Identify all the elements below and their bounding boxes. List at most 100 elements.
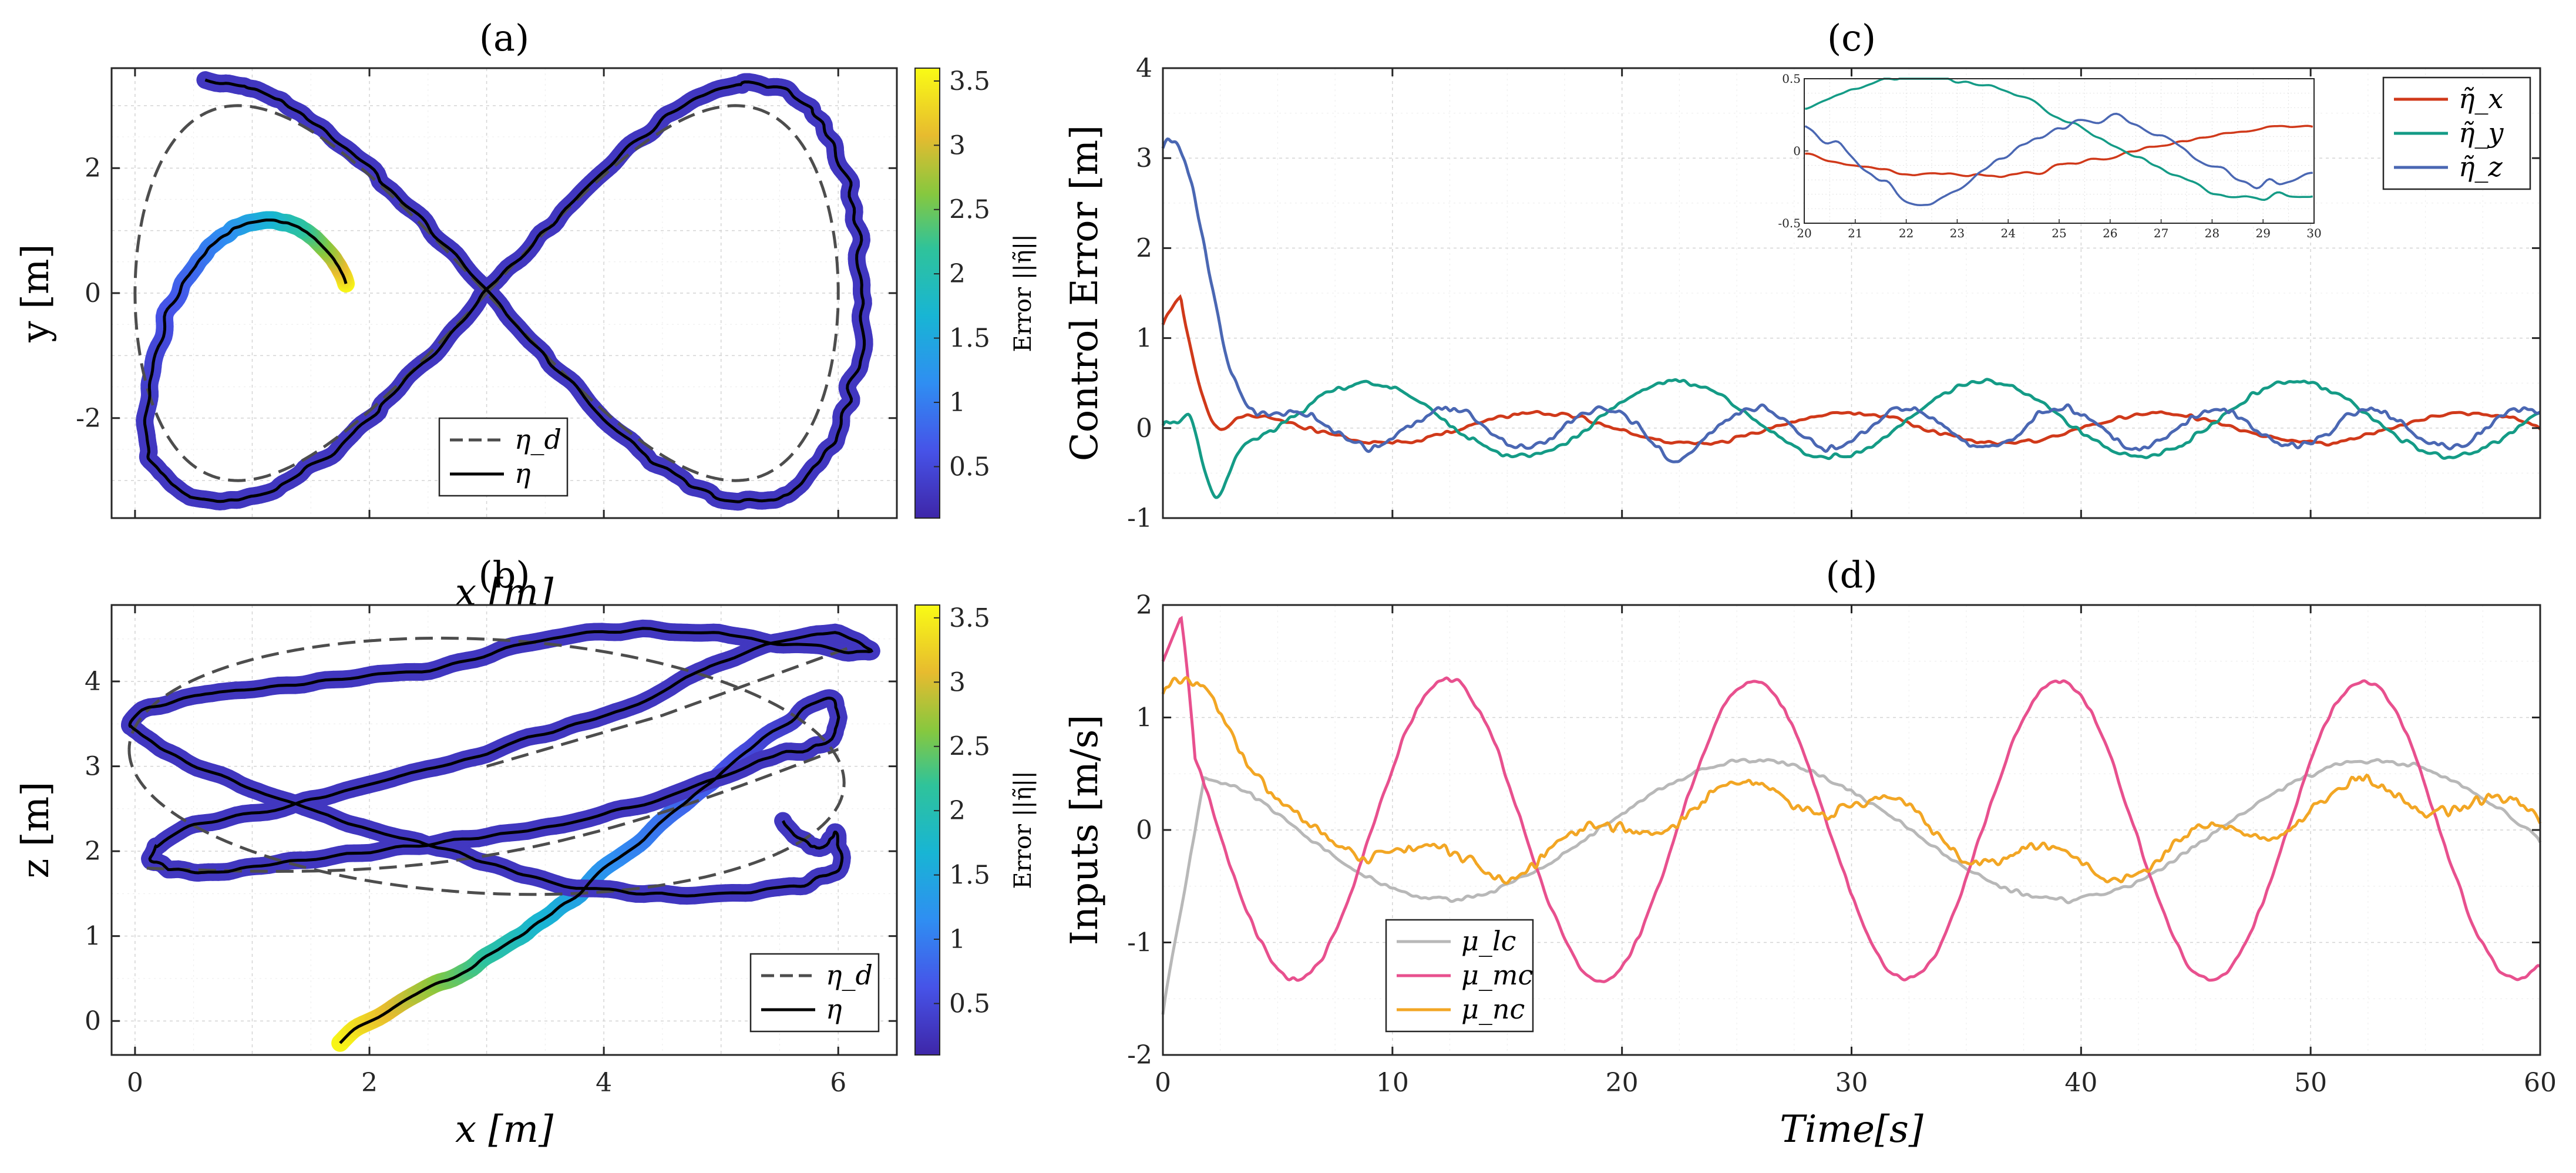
y-tick-label: 1	[1136, 703, 1152, 733]
x-tick-label: 10	[1376, 1068, 1409, 1098]
y-tick-label: 2	[85, 153, 101, 183]
axis-frame	[110, 604, 898, 1056]
series-reference-eta-d	[133, 104, 840, 482]
panel-title: (b)	[478, 553, 530, 596]
legend-label: η̃_x	[2459, 83, 2504, 115]
colorbar-tick-label: 3.5	[949, 66, 990, 96]
y-tick-label: 2	[85, 836, 101, 866]
colorbar-tick-label: 1.5	[949, 324, 990, 354]
y-tick-label: -2	[76, 404, 101, 433]
y-tick-label: 2	[1136, 590, 1152, 620]
inset-x-tick-label: 22	[1899, 226, 1913, 240]
x-tick-label: 50	[2294, 1068, 2327, 1098]
legend: η_dη	[438, 417, 569, 497]
x-tick-label: 0	[1155, 1068, 1171, 1098]
inset-y-tick-label: 0.5	[1782, 72, 1801, 86]
x-tick-label: 30	[1835, 1068, 1868, 1098]
panel-title: (a)	[479, 16, 529, 59]
series-mu-n	[1161, 676, 2542, 885]
series-reference-eta-d	[127, 636, 846, 896]
inset: 20 21 22 23 24 25 26 27 28 29 30 -0.5 0 0.5	[1778, 72, 2321, 240]
legend-box	[438, 417, 569, 497]
y-tick-label: 0	[85, 278, 101, 308]
y-tick-label: 3	[1136, 143, 1152, 173]
series-eta-z	[1161, 137, 2541, 463]
series-mu-l	[1161, 758, 2542, 1015]
colorbar-label: Error ||η̃||	[1010, 234, 1037, 352]
legend-label: η̃_y	[2459, 117, 2504, 149]
colorbar-tick-label: 2.5	[949, 732, 990, 762]
y-tick-label: 4	[85, 667, 101, 697]
inset-x-tick-label: 26	[2103, 226, 2117, 240]
legend-label: μ_nc	[1461, 993, 1525, 1025]
x-axis-label: Time[s]	[1780, 1108, 1924, 1151]
legend-label: η	[514, 458, 531, 489]
colorbar-tick-label: 1.5	[949, 861, 990, 890]
inset-x-tick-label: 24	[2000, 226, 2015, 240]
colorbar-tick-label: 1	[949, 925, 966, 954]
legend: η_dη	[749, 953, 880, 1033]
inset-x-tick-label: 23	[1950, 226, 1965, 240]
y-tick-label: -1	[1127, 928, 1152, 958]
y-tick-label: 2	[1136, 233, 1152, 263]
legend-label: η_d	[826, 959, 873, 991]
series-reference-eta-d	[486, 646, 851, 768]
inset-x-tick-label: 30	[2306, 226, 2321, 240]
colorbar-tick-label: 2	[949, 259, 966, 289]
series-mu-m	[1161, 616, 2541, 983]
series-actual-eta	[143, 78, 866, 503]
inset-series	[1804, 112, 2313, 206]
colorbar-label: Error ||η̃||	[1010, 771, 1037, 889]
y-tick-label: -1	[1127, 503, 1152, 533]
inset-y-tick-label: -0.5	[1778, 216, 1801, 230]
panel-title: (c)	[1827, 16, 1876, 59]
legend-label: η_d	[514, 424, 561, 455]
legend-label: μ_mc	[1461, 959, 1533, 991]
y-tick-label: 1	[1136, 324, 1152, 354]
y-axis-label: z [m]	[14, 782, 58, 879]
series-reference-eta-d	[146, 748, 839, 873]
colorbar-tick-label: 3	[949, 667, 966, 697]
legend: η̃_xη̃_yη̃_z	[2382, 76, 2531, 190]
y-tick-label: 0	[1136, 815, 1152, 845]
x-axis-label: x [m]	[455, 1108, 554, 1151]
inset-y-tick-label: 0	[1793, 144, 1801, 158]
legend-box	[749, 953, 880, 1033]
colorbar-tick-label: 2	[949, 796, 966, 826]
colorbar-a: 0.5 1 1.5 2 2.5 3 3.5 Error ||η̃||	[914, 66, 1037, 519]
inset-x-tick-label: 20	[1797, 226, 1811, 240]
y-tick-label: 3	[85, 752, 101, 782]
x-tick-label: 6	[830, 1068, 846, 1098]
y-axis-label: Control Error [m]	[1063, 125, 1107, 461]
inset-x-tick-label: 21	[1848, 226, 1862, 240]
series-eta-y	[1161, 378, 2541, 499]
x-tick-label: 4	[596, 1068, 612, 1098]
inset-x-tick-label: 27	[2154, 226, 2168, 240]
y-tick-label: -2	[1127, 1040, 1152, 1070]
panel-b: 0 2 4 6 0 1 2 3 4 (b) x [m] z [m] η_dη	[14, 553, 898, 1151]
colorbar-tick-label: 1	[949, 388, 966, 418]
legend-label: η̃_z	[2459, 151, 2503, 183]
colorbar-b: 0.5 1 1.5 2 2.5 3 3.5 Error ||η̃||	[914, 603, 1037, 1056]
legend-label: η	[826, 993, 842, 1025]
y-tick-label: 4	[1136, 53, 1152, 83]
inset-x-tick-label: 29	[2255, 226, 2270, 240]
colorbar-tick-label: 3.5	[949, 603, 990, 633]
legend-label: μ_lc	[1461, 925, 1516, 957]
panel-title: (d)	[1825, 553, 1877, 596]
inset-x-tick-label: 25	[2052, 226, 2066, 240]
y-tick-label: 1	[85, 922, 101, 952]
colorbar-tick-label: 0.5	[949, 989, 990, 1019]
y-tick-label: 0	[1136, 414, 1152, 443]
panel-d: 0 10 20 30 40 50 60 -2 -1 0 1 2 (d) Time[s] Inputs [m/…	[1063, 553, 2557, 1151]
y-tick-label: 0	[85, 1006, 101, 1036]
colorbar-tick-label: 0.5	[949, 452, 990, 482]
x-tick-label: 2	[361, 1068, 378, 1098]
colorbar-tick-label: 2.5	[949, 195, 990, 225]
y-axis-label: y [m]	[14, 244, 58, 342]
series-actual-eta	[128, 627, 874, 1044]
y-axis-label: Inputs [m/s]	[1063, 715, 1107, 946]
x-tick-label: 0	[127, 1068, 143, 1098]
